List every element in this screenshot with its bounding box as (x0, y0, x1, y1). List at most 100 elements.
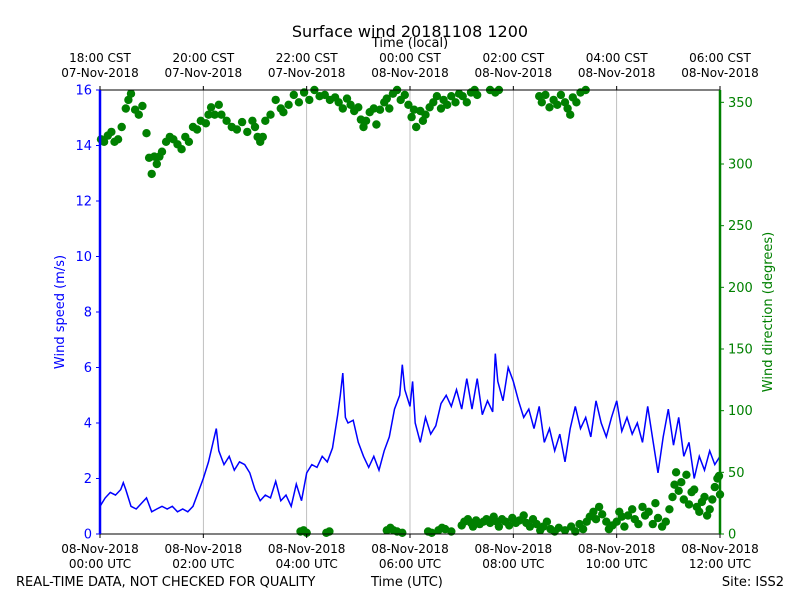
direction-point (653, 513, 663, 523)
bottom-tick-label: 08-Nov-2018 (681, 542, 759, 556)
direction-point (271, 95, 280, 105)
direction-point (385, 104, 394, 113)
bottom-tick-label: 08-Nov-2018 (268, 542, 346, 556)
direction-point (222, 116, 231, 126)
direction-point (152, 159, 161, 169)
direction-point (134, 110, 143, 119)
direction-point (451, 98, 460, 107)
right-y-axis-label: Wind direction (degrees) (761, 232, 776, 392)
direction-point (184, 137, 194, 146)
direction-point (354, 103, 363, 112)
bottom-tick-label: 08-Nov-2018 (475, 542, 553, 556)
grid-lines (202, 90, 618, 534)
top-tick-label: 04:00 CST (586, 51, 648, 65)
top-tick-label: 20:00 CST (172, 51, 234, 65)
bottom-tick-label: 04:00 UTC (276, 557, 338, 571)
direction-point (665, 505, 674, 514)
direction-point (250, 122, 260, 132)
bottom-tick-label: 08-Nov-2018 (61, 542, 139, 556)
direction-point (99, 137, 109, 146)
direction-point (177, 145, 186, 154)
direction-point (338, 104, 347, 113)
direction-point (542, 517, 552, 526)
direction-point (147, 169, 156, 179)
direction-point (412, 122, 421, 132)
direction-point (566, 110, 575, 119)
direction-point (560, 526, 570, 535)
direction-point (204, 110, 213, 119)
direction-point (138, 101, 147, 111)
right-tick-label: 200 (728, 281, 753, 296)
top-tick-label: 07-Nov-2018 (165, 66, 243, 80)
bottom-tick-label: 02:00 UTC (172, 557, 234, 571)
direction-point (458, 92, 467, 101)
direction-point (334, 98, 343, 107)
direction-point (382, 94, 391, 103)
direction-point (505, 521, 514, 530)
direction-point (279, 108, 288, 117)
direction-point (705, 505, 714, 514)
direction-point (541, 90, 550, 100)
direction-point (708, 495, 717, 504)
left-tick-label: 6 (84, 361, 92, 376)
right-tick-label: 300 (728, 158, 753, 173)
direction-point (661, 517, 670, 526)
direction-point (217, 110, 226, 119)
left-tick-label: 14 (75, 139, 92, 154)
direction-point (107, 127, 116, 137)
right-tick-label: 0 (728, 528, 736, 543)
top-tick-label: 00:00 CST (379, 51, 441, 65)
direction-point (210, 110, 219, 119)
direction-point (690, 485, 699, 494)
right-tick-label: 100 (728, 404, 753, 419)
direction-point (519, 511, 528, 520)
right-tick-label: 50 (728, 466, 745, 481)
left-tick-label: 10 (75, 250, 92, 265)
direction-point (537, 98, 546, 107)
direction-point (432, 92, 442, 101)
direction-point (113, 135, 123, 144)
chart-title: Surface wind 20181108 1200 (292, 22, 528, 41)
direction-point (648, 519, 657, 529)
direction-point (261, 116, 270, 126)
direction-point (436, 104, 446, 113)
top-tick-label: 08-Nov-2018 (475, 66, 553, 80)
direction-point (620, 522, 629, 531)
direction-point (695, 507, 704, 516)
direction-point (591, 515, 601, 524)
direction-point (284, 100, 293, 110)
direction-point (572, 98, 581, 107)
direction-point (623, 511, 633, 520)
direction-point (598, 510, 607, 519)
bottom-tick-label: 08-Nov-2018 (578, 542, 656, 556)
left-tick-label: 16 (75, 84, 92, 99)
left-tick-label: 4 (84, 417, 92, 432)
direction-point (545, 103, 554, 112)
tick-labels: 0 2 4 6 8 10 12 14 16 0 50 100 150 200 250 300 350 08-Nov… (61, 51, 759, 571)
direction-point (674, 486, 683, 495)
bottom-tick-label: 08-Nov-2018 (165, 542, 243, 556)
top-tick-label: 02:00 CST (482, 51, 544, 65)
bottom-tick-label: 00:00 UTC (69, 557, 131, 571)
direction-point (243, 127, 252, 137)
direction-point (473, 90, 482, 100)
direction-point (594, 502, 604, 512)
direction-point (237, 117, 247, 127)
direction-point (634, 519, 643, 529)
direction-point (294, 98, 304, 107)
top-tick-label: 08-Nov-2018 (371, 66, 449, 80)
direction-point (485, 518, 495, 528)
bottom-tick-label: 06:00 UTC (379, 557, 441, 571)
top-tick-label: 07-Nov-2018 (61, 66, 139, 80)
direction-point (638, 502, 647, 512)
direction-point (142, 129, 151, 138)
direction-point (700, 492, 709, 502)
direction-point (684, 500, 694, 509)
left-tick-label: 8 (84, 306, 92, 321)
direction-point (494, 522, 504, 531)
direction-point (258, 132, 267, 142)
top-tick-label: 22:00 CST (276, 51, 338, 65)
direction-point (628, 505, 637, 514)
bottom-tick-label: 08-Nov-2018 (371, 542, 449, 556)
direction-point (532, 519, 541, 529)
